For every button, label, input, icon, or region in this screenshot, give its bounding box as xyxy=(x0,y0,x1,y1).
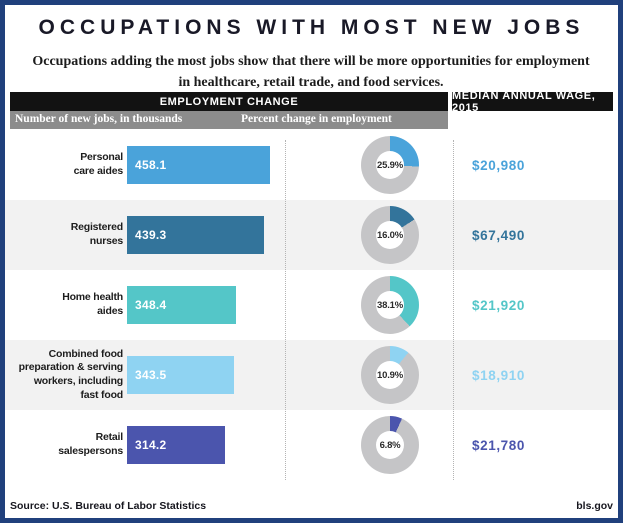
column-subheader-bar: Number of new jobs, in thousands Percent… xyxy=(10,111,448,129)
occupation-label: Retail salespersons xyxy=(58,431,123,457)
percent-change-column-label: Percent change in employment xyxy=(241,113,392,125)
column-divider-dotted-right xyxy=(453,140,454,480)
median-wage-header: MEDIAN ANNUAL WAGE, 2015 xyxy=(452,90,613,114)
percent-change-donut: 10.9% xyxy=(361,346,419,404)
occupation-row: Home health aides 348.4 38.1% $21,920 xyxy=(5,270,618,340)
percent-change-donut: 6.8% xyxy=(361,416,419,474)
new-jobs-bar: 343.5 xyxy=(127,356,234,394)
occupation-row: Registered nurses 439.3 16.0% $67,490 xyxy=(5,200,618,270)
percent-change-donut: 38.1% xyxy=(361,276,419,334)
subtitle: Occupations adding the most jobs show th… xyxy=(32,54,590,90)
median-wage-value: $21,780 xyxy=(472,437,525,453)
occupation-label: Personal care aides xyxy=(73,151,124,177)
occupation-label: Registered nurses xyxy=(70,221,123,247)
page-title: OCCUPATIONS WITH MOST NEW JOBS xyxy=(38,16,585,39)
percent-change-value: 38.1% xyxy=(377,299,403,311)
percent-change-value: 25.9% xyxy=(377,159,403,171)
occupation-row: Retail salespersons 314.2 6.8% $21,780 xyxy=(5,410,618,480)
occupation-row: Combined food preparation & serving work… xyxy=(5,340,618,410)
median-wage-value: $21,920 xyxy=(472,297,525,313)
footer: Source: U.S. Bureau of Labor Statistics … xyxy=(10,500,613,512)
new-jobs-value: 314.2 xyxy=(135,438,167,452)
median-wage-value: $20,980 xyxy=(472,157,525,173)
occupation-label: Home health aides xyxy=(62,291,123,317)
source-credit: Source: U.S. Bureau of Labor Statistics xyxy=(10,500,207,512)
median-wage-value: $67,490 xyxy=(472,227,525,243)
new-jobs-bar: 348.4 xyxy=(127,286,236,324)
new-jobs-bar: 314.2 xyxy=(127,426,225,464)
column-divider-dotted-left xyxy=(285,140,286,480)
bls-gov-label: bls.gov xyxy=(576,500,613,512)
percent-change-value: 10.9% xyxy=(377,369,403,381)
employment-change-header: EMPLOYMENT CHANGE xyxy=(10,92,448,111)
new-jobs-value: 439.3 xyxy=(135,228,167,242)
new-jobs-value: 343.5 xyxy=(135,368,167,382)
new-jobs-value: 348.4 xyxy=(135,298,167,312)
percent-change-value: 16.0% xyxy=(377,229,403,241)
occupation-rows: Personal care aides 458.1 25.9% $20,980 … xyxy=(5,130,618,480)
occupation-label: Combined food preparation & serving work… xyxy=(18,347,124,401)
new-jobs-bar: 439.3 xyxy=(127,216,264,254)
percent-change-donut: 25.9% xyxy=(361,136,419,194)
percent-change-value: 6.8% xyxy=(379,439,401,451)
new-jobs-bar: 458.1 xyxy=(127,146,270,184)
percent-change-donut: 16.0% xyxy=(361,206,419,264)
median-wage-value: $18,910 xyxy=(472,367,525,383)
new-jobs-value: 458.1 xyxy=(135,158,167,172)
occupation-row: Personal care aides 458.1 25.9% $20,980 xyxy=(5,130,618,200)
new-jobs-column-label: Number of new jobs, in thousands xyxy=(15,113,183,125)
